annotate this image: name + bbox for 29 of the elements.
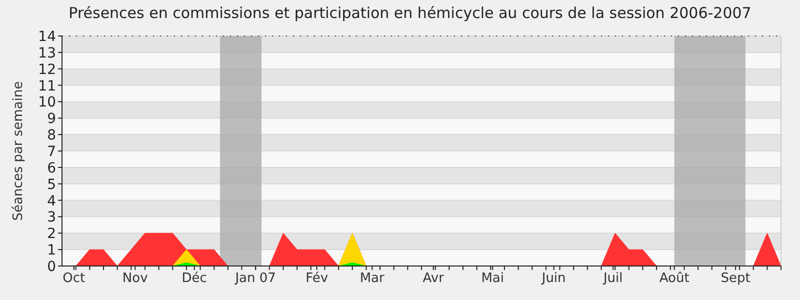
x-tick-label: Sept	[720, 271, 750, 286]
x-tick-label: Juil	[602, 271, 623, 286]
y-tick-label: 3	[47, 210, 56, 226]
x-tick-label: Jan 07	[234, 271, 276, 286]
y-tick-label: 8	[47, 128, 56, 144]
x-tick-label: Août	[659, 271, 690, 286]
x-tick-label: Oct	[62, 271, 86, 286]
chart-title: Présences en commissions et participation en hémicycle au cours de la session 2006-2007	[68, 4, 752, 22]
y-tick-label: 13	[38, 45, 56, 62]
y-tick-label: 6	[47, 160, 56, 176]
y-tick-label: 7	[47, 144, 56, 160]
y-tick-label: 0	[47, 259, 56, 275]
y-axis-title: Séances par semaine	[11, 81, 26, 221]
x-tick-label: Avr	[422, 271, 445, 286]
y-tick-label: 5	[47, 176, 56, 193]
x-tick-label: Déc	[182, 271, 207, 286]
y-tick-label: 9	[47, 111, 56, 128]
x-tick-label: Mar	[360, 271, 386, 286]
y-tick-label: 11	[38, 78, 56, 94]
x-tick-label: Nov	[122, 271, 148, 286]
y-tick-label: 1	[47, 242, 56, 259]
x-tick-label: Fév	[306, 271, 328, 286]
x-tick-label: Juin	[540, 271, 566, 286]
x-tick-label: Mai	[481, 271, 504, 286]
y-tick-label: 12	[38, 62, 56, 78]
y-tick-label: 4	[47, 193, 56, 210]
y-tick-label: 2	[47, 226, 56, 242]
y-tick-label: 10	[38, 94, 56, 111]
y-tick-label: 14	[38, 29, 56, 45]
